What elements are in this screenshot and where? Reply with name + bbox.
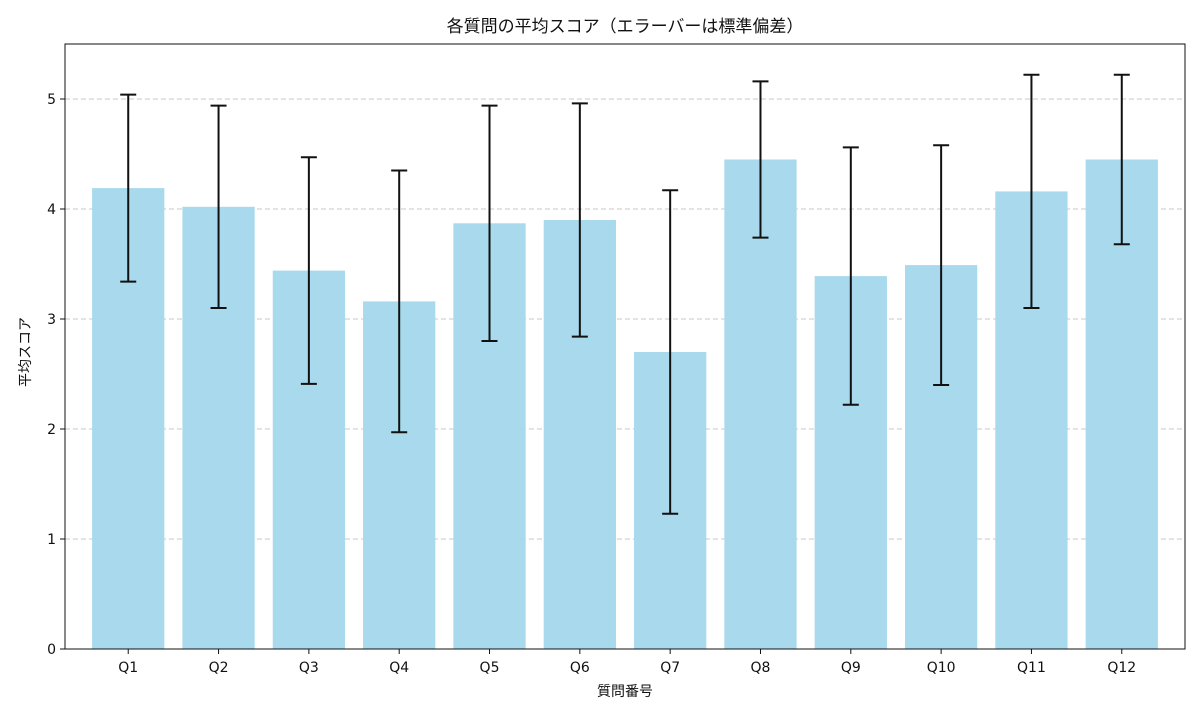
x-tick-label: Q9 bbox=[841, 660, 861, 676]
x-tick-label: Q2 bbox=[209, 660, 229, 676]
error-bar-q8 bbox=[752, 80, 769, 239]
bars bbox=[92, 159, 1158, 650]
error-bar-q11 bbox=[1023, 73, 1040, 309]
x-tick-label: Q12 bbox=[1107, 660, 1136, 676]
x-tick-label: Q6 bbox=[570, 660, 590, 676]
x-tick-label: Q4 bbox=[389, 660, 409, 676]
x-tick-label: Q7 bbox=[660, 660, 680, 676]
error-bar-q12 bbox=[1113, 73, 1130, 246]
x-tick-label: Q8 bbox=[751, 660, 771, 676]
y-tick-label: 3 bbox=[47, 312, 56, 328]
y-tick-label: 5 bbox=[47, 92, 56, 108]
y-tick-label: 1 bbox=[47, 532, 56, 548]
y-axis-title: 平均スコア bbox=[18, 317, 34, 387]
y-tick-label: 0 bbox=[47, 642, 56, 658]
tick-labels: 0 1 2 3 4 5 Q1 Q2 Q3 Q4 Q5 Q6 Q7 Q8 Q9 Q10 Q11 Q12 bbox=[47, 92, 1136, 676]
chart-title: 各質問の平均スコア（エラーバーは標準偏差） bbox=[447, 17, 804, 37]
error-bar-q9 bbox=[842, 146, 859, 406]
axes bbox=[60, 43, 1186, 654]
y-tick-label: 4 bbox=[47, 202, 56, 218]
error-bar-q5 bbox=[481, 104, 498, 342]
error-bar-q2 bbox=[210, 104, 227, 309]
x-tick-label: Q3 bbox=[299, 660, 319, 676]
x-tick-label: Q11 bbox=[1017, 660, 1046, 676]
y-tick-label: 2 bbox=[47, 422, 56, 438]
error-bar-q4 bbox=[391, 169, 408, 434]
bar-q8 bbox=[724, 159, 797, 649]
x-axis-title: 質問番号 bbox=[597, 684, 653, 700]
error-bar-q1 bbox=[120, 93, 137, 283]
error-bar-q3 bbox=[300, 156, 317, 385]
error-bars bbox=[120, 73, 1130, 515]
x-tick-label: Q5 bbox=[480, 660, 500, 676]
x-tick-label: Q10 bbox=[927, 660, 956, 676]
error-bar-q6 bbox=[571, 102, 588, 338]
x-tick-label: Q1 bbox=[118, 660, 138, 676]
error-bar-q7 bbox=[662, 189, 679, 515]
error-bar-q10 bbox=[933, 144, 950, 386]
plot-frame bbox=[64, 43, 1186, 650]
